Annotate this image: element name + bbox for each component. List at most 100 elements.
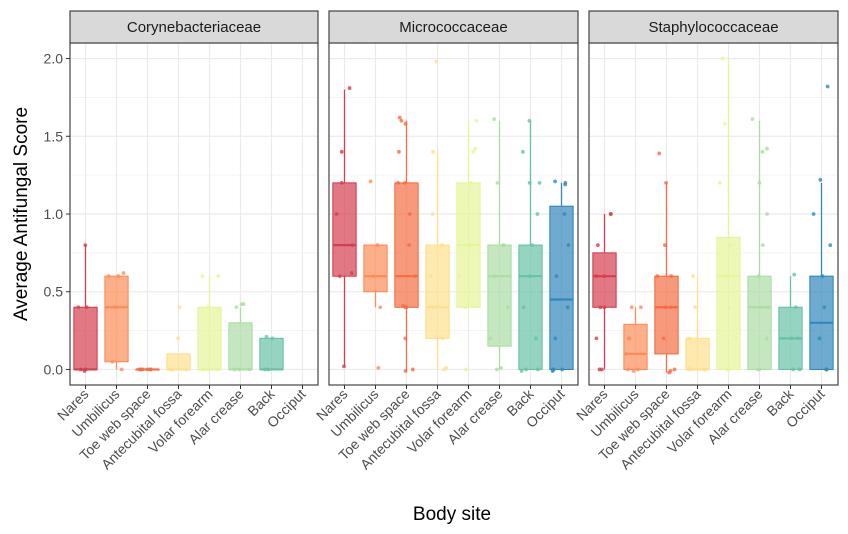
box-iqr — [425, 244, 450, 339]
box-iqr — [166, 353, 191, 371]
data-point — [597, 367, 602, 372]
data-point — [399, 118, 404, 123]
data-point — [608, 212, 613, 216]
data-point — [403, 336, 408, 341]
data-point — [822, 305, 827, 310]
data-point — [407, 212, 412, 216]
data-point — [428, 274, 433, 279]
data-point — [722, 121, 727, 126]
data-point — [734, 336, 738, 341]
data-point — [116, 274, 121, 279]
data-point — [397, 115, 402, 120]
data-point — [563, 182, 568, 187]
data-point — [200, 274, 205, 279]
data-point — [139, 367, 144, 372]
data-point — [598, 305, 603, 310]
box-nares — [592, 212, 617, 372]
data-point — [495, 181, 500, 185]
data-point — [76, 305, 81, 310]
data-point — [702, 367, 707, 372]
data-point — [717, 181, 722, 185]
data-point — [596, 243, 600, 247]
data-point — [492, 117, 497, 122]
data-point — [820, 274, 825, 279]
y-axis-title: Average Antifungal Score — [11, 107, 32, 321]
data-point — [403, 369, 408, 373]
data-point — [463, 305, 468, 310]
data-point — [756, 274, 761, 279]
data-point — [811, 212, 816, 216]
data-point — [764, 336, 769, 341]
data-point — [720, 56, 725, 61]
data-point — [506, 305, 510, 310]
data-point — [791, 367, 795, 372]
box-iqr — [73, 306, 98, 371]
data-point — [669, 274, 674, 279]
box-volar-forearm — [456, 118, 481, 372]
data-point — [457, 274, 462, 279]
box-iqr — [685, 337, 710, 371]
data-point — [241, 302, 246, 307]
data-point — [724, 274, 729, 279]
data-point — [119, 367, 124, 372]
data-point — [201, 367, 206, 372]
data-point — [537, 181, 542, 185]
data-point — [145, 367, 150, 372]
data-point — [403, 121, 408, 126]
data-point — [83, 243, 88, 247]
data-point — [206, 305, 211, 310]
data-point — [691, 274, 696, 279]
data-point — [430, 212, 435, 216]
data-point — [440, 336, 445, 341]
data-point — [339, 181, 344, 185]
data-point — [527, 181, 532, 185]
data-point — [667, 370, 671, 375]
box-toe-web-space — [394, 115, 419, 373]
box-nares — [332, 86, 357, 369]
data-point — [527, 118, 532, 123]
data-point — [727, 305, 732, 310]
data-point — [766, 305, 771, 310]
data-point — [471, 149, 476, 154]
data-point — [661, 336, 666, 341]
box-alar-crease — [228, 302, 253, 372]
box-iqr — [259, 337, 284, 371]
data-point — [488, 336, 493, 341]
box-nares — [73, 243, 98, 373]
data-point — [337, 274, 342, 279]
data-point — [765, 212, 769, 216]
data-point — [602, 274, 607, 279]
data-point — [562, 212, 567, 216]
data-point — [270, 336, 275, 341]
data-point — [664, 181, 668, 185]
data-point — [560, 367, 565, 372]
data-point — [396, 149, 401, 154]
data-point — [553, 336, 558, 341]
data-point — [347, 86, 352, 90]
data-point — [825, 84, 830, 89]
data-point — [725, 367, 729, 372]
data-point — [177, 305, 182, 310]
data-point — [502, 243, 506, 247]
facet-strip-label: Staphylococcaceae — [648, 19, 778, 36]
data-point — [339, 149, 344, 154]
data-point — [824, 367, 829, 372]
box-iqr — [623, 323, 648, 371]
data-point — [655, 274, 660, 279]
data-point — [728, 243, 733, 247]
data-point — [534, 336, 538, 341]
data-point — [553, 179, 557, 184]
data-point — [112, 305, 117, 310]
box-iqr — [549, 205, 574, 371]
box-iqr — [592, 252, 617, 308]
data-point — [657, 151, 662, 156]
data-point — [206, 367, 210, 372]
box-antecubital-fossa — [685, 274, 710, 372]
data-point — [247, 367, 252, 372]
data-point — [796, 336, 801, 341]
data-point — [376, 366, 381, 370]
data-point — [550, 369, 555, 373]
box-umbilicus — [104, 271, 129, 372]
